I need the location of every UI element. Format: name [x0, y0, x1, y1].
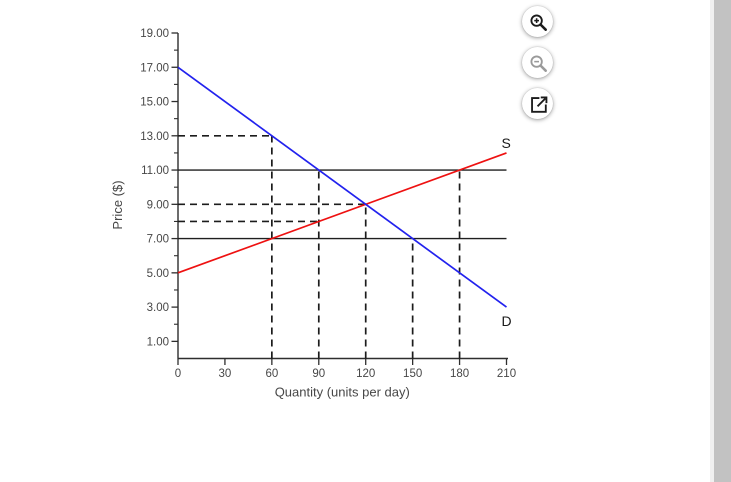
- chart-toolbar: [522, 6, 553, 119]
- supply-demand-chart: 1.00 3.00 5.00 7.00 9.00 11.00 13.00 15.00 17.00…: [110, 28, 516, 400]
- y-tick-label: 7.00: [147, 234, 169, 246]
- demand-line: [177, 66, 508, 308]
- x-tick-label: 60: [265, 368, 278, 380]
- x-axis-title: Quantity (units per day): [275, 385, 410, 400]
- zoom-in-button[interactable]: [522, 6, 553, 37]
- demand-curve-label: D: [502, 313, 512, 329]
- x-tick-label: 150: [403, 368, 422, 380]
- supply-line: [177, 152, 507, 274]
- magnifier-minus-icon: [529, 54, 547, 72]
- y-tick-label: 9.00: [147, 199, 169, 211]
- zoom-out-button[interactable]: [522, 47, 553, 78]
- x-tick-label: 210: [497, 368, 516, 380]
- y-tick-label: 5.00: [147, 268, 169, 280]
- x-tick-label: 180: [450, 368, 469, 380]
- y-axis-title: Price ($): [110, 180, 125, 229]
- magnifier-plus-icon: [529, 13, 547, 31]
- y-tick-label: 3.00: [147, 302, 169, 314]
- y-tick-label: 1.00: [147, 336, 169, 348]
- y-tick-label: 13.00: [140, 131, 169, 143]
- scrollbar-track[interactable]: [710, 0, 731, 482]
- y-tick-label: 15.00: [140, 97, 169, 109]
- external-link-icon: [530, 95, 547, 113]
- y-tick-label: 19.00: [140, 28, 169, 40]
- x-tick-label: 90: [312, 368, 325, 380]
- x-tick-label: 30: [219, 368, 232, 380]
- scrollbar-thumb[interactable]: [714, 0, 731, 482]
- supply-curve-label: S: [502, 135, 511, 151]
- y-tick-label: 11.00: [141, 165, 169, 177]
- y-tick-label: 17.00: [140, 62, 169, 74]
- x-tick-label: 0: [175, 368, 181, 380]
- x-tick-label: 120: [356, 368, 375, 380]
- open-in-new-button[interactable]: [522, 88, 553, 119]
